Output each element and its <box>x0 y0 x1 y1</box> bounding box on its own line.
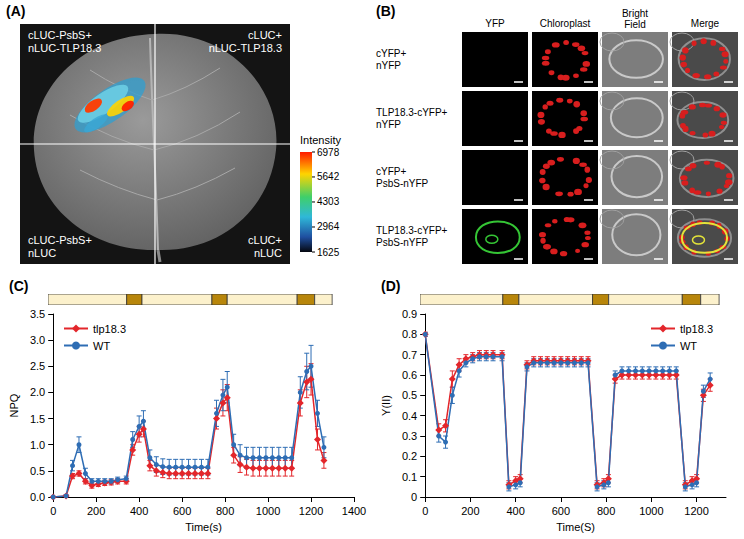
svg-text:600: 600 <box>552 505 570 517</box>
svg-text:0.7: 0.7 <box>402 349 417 361</box>
svg-text:(C): (C) <box>9 278 28 294</box>
svg-text:600: 600 <box>173 505 191 517</box>
svg-text:tlp18.3: tlp18.3 <box>680 323 713 335</box>
svg-text:1200: 1200 <box>684 505 708 517</box>
svg-text:Time(S): Time(S) <box>556 521 595 533</box>
svg-text:YFP: YFP <box>485 18 505 29</box>
svg-text:cLUC-PsbS+nLUC-TLP18.3: cLUC-PsbS+nLUC-TLP18.3 <box>28 29 101 54</box>
svg-text:WT: WT <box>93 340 110 352</box>
svg-text:Intensity: Intensity <box>300 134 341 146</box>
svg-text:NPQ: NPQ <box>8 393 20 417</box>
svg-text:2.5: 2.5 <box>30 360 45 372</box>
svg-text:200: 200 <box>87 505 105 517</box>
svg-text:1625: 1625 <box>317 247 340 258</box>
svg-text:1.0: 1.0 <box>30 439 45 451</box>
svg-text:0: 0 <box>411 491 417 503</box>
svg-text:cYFP+nYFP: cYFP+nYFP <box>376 48 406 71</box>
svg-text:0.6: 0.6 <box>402 369 417 381</box>
svg-text:WT: WT <box>680 340 697 352</box>
svg-text:0.8: 0.8 <box>402 328 417 340</box>
svg-text:tlp18.3: tlp18.3 <box>93 323 126 335</box>
svg-text:cYFP+PsbS-nYFP: cYFP+PsbS-nYFP <box>376 166 429 189</box>
svg-text:2.0: 2.0 <box>30 386 45 398</box>
svg-text:0: 0 <box>50 505 56 517</box>
svg-text:0.5: 0.5 <box>30 465 45 477</box>
svg-text:(D): (D) <box>381 278 400 294</box>
svg-text:Chloroplast: Chloroplast <box>540 18 591 29</box>
svg-text:0.4: 0.4 <box>402 410 417 422</box>
svg-text:1000: 1000 <box>256 505 280 517</box>
svg-text:0.5: 0.5 <box>402 389 417 401</box>
svg-text:cLUC+nLUC: cLUC+nLUC <box>248 234 282 259</box>
svg-text:3.5: 3.5 <box>30 308 45 320</box>
svg-text:TLP18.3-cYFP+PsbS-nYFP: TLP18.3-cYFP+PsbS-nYFP <box>376 225 448 248</box>
svg-text:0.2: 0.2 <box>402 450 417 462</box>
svg-text:400: 400 <box>506 505 524 517</box>
svg-text:Merge: Merge <box>691 18 720 29</box>
svg-text:800: 800 <box>597 505 615 517</box>
svg-text:0.0: 0.0 <box>30 491 45 503</box>
svg-text:1.5: 1.5 <box>30 413 45 425</box>
svg-text:cLUC-PsbS+nLUC: cLUC-PsbS+nLUC <box>28 234 92 259</box>
svg-text:5642: 5642 <box>317 171 340 182</box>
svg-text:1200: 1200 <box>299 505 323 517</box>
svg-text:2964: 2964 <box>317 221 340 232</box>
svg-text:TLP18.3-cYFP+nYFP: TLP18.3-cYFP+nYFP <box>376 107 448 130</box>
svg-text:0.9: 0.9 <box>402 308 417 320</box>
svg-text:800: 800 <box>216 505 234 517</box>
svg-text:Time(s): Time(s) <box>185 521 222 533</box>
svg-text:0: 0 <box>422 505 428 517</box>
svg-text:400: 400 <box>130 505 148 517</box>
svg-text:3.0: 3.0 <box>30 334 45 346</box>
svg-text:1400: 1400 <box>342 505 366 517</box>
svg-text:4303: 4303 <box>317 196 340 207</box>
svg-text:(B): (B) <box>376 3 395 19</box>
svg-text:(A): (A) <box>6 3 25 19</box>
svg-text:cLUC+nLUC-TLP18.3: cLUC+nLUC-TLP18.3 <box>209 29 282 54</box>
svg-text:6978: 6978 <box>317 147 340 158</box>
svg-text:Y(II): Y(II) <box>380 395 392 416</box>
svg-text:0.3: 0.3 <box>402 430 417 442</box>
svg-text:1000: 1000 <box>639 505 663 517</box>
svg-text:0.1: 0.1 <box>402 471 417 483</box>
svg-text:200: 200 <box>461 505 479 517</box>
svg-text:BrightField: BrightField <box>622 8 648 30</box>
